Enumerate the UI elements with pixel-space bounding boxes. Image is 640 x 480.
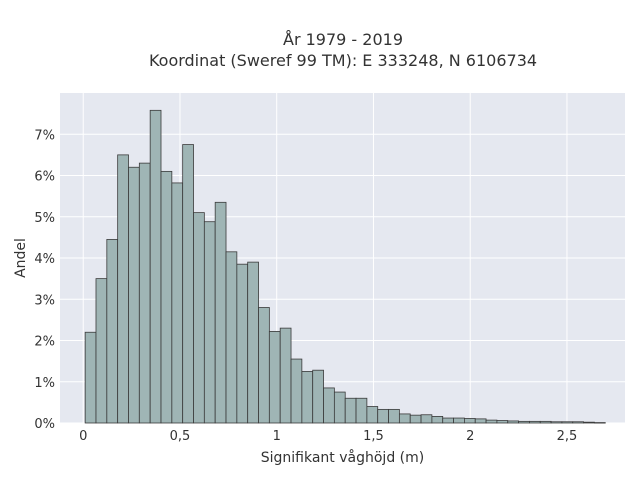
histogram-bar [431, 415, 444, 424]
x-tick-label: 1,5 [363, 429, 384, 444]
y-tick-label: 7% [34, 128, 55, 143]
y-tick-label: 1% [34, 376, 55, 391]
histogram-bar [366, 406, 379, 424]
histogram-bar [149, 109, 162, 424]
histogram-bar [398, 413, 411, 424]
histogram-bar [420, 414, 433, 424]
histogram-bar [442, 417, 454, 424]
histogram-bar [507, 420, 519, 424]
y-tick-label: 3% [34, 293, 55, 308]
histogram-bar [474, 418, 487, 424]
histogram-bar [138, 162, 151, 424]
chart-title-line-2: Koordinat (Sweref 99 TM): E 333248, N 61… [149, 51, 537, 70]
histogram-bar [203, 221, 216, 424]
histogram-bar [572, 421, 584, 424]
histogram-bar [529, 420, 541, 424]
histogram-bar [594, 422, 606, 424]
histogram-bar [464, 418, 476, 424]
histogram-bar [279, 327, 292, 424]
histogram-bar [496, 420, 509, 424]
x-tick-label: 0 [79, 429, 87, 444]
axis-ticks: 0 0,5 1 1,5 2 2,5 0% 1% 2% 3% 4% 5% 6% 7% [34, 128, 577, 444]
x-tick-label: 2,5 [557, 429, 578, 444]
histogram-bar [290, 358, 303, 424]
histogram-bar [453, 417, 465, 424]
histogram-bar [214, 201, 227, 424]
y-tick-label: 2% [34, 335, 55, 350]
x-tick-label: 1 [273, 429, 281, 444]
histogram-bar [377, 408, 389, 424]
y-axis-title: Andel [13, 238, 29, 278]
histogram-bar [388, 408, 400, 424]
y-tick-label: 5% [34, 211, 55, 226]
histogram-bar [171, 182, 184, 424]
histogram-bar [236, 263, 249, 424]
histogram-bar [539, 420, 552, 424]
histogram-bar [247, 261, 259, 424]
histogram-bar [117, 154, 129, 424]
histogram-bar [312, 369, 324, 424]
histogram-bar [550, 421, 563, 424]
x-tick-label: 0,5 [170, 429, 191, 444]
histogram-bar [84, 331, 97, 424]
histogram-bar [258, 307, 270, 424]
chart-title-line-1: År 1979 - 2019 [283, 30, 403, 49]
histogram-bar [225, 251, 238, 424]
histogram-bar [160, 170, 173, 424]
histogram-bar [323, 387, 335, 424]
histogram-bar [409, 414, 422, 424]
histogram-bars [84, 109, 606, 424]
y-tick-label: 0% [34, 417, 55, 432]
histogram-bar [583, 421, 595, 424]
histogram-bar [301, 371, 314, 424]
y-tick-label: 4% [34, 252, 55, 267]
y-tick-label: 6% [34, 170, 55, 185]
histogram-bar [268, 331, 281, 424]
histogram-bar [485, 419, 498, 424]
histogram-bar [355, 397, 368, 424]
histogram-bar [106, 239, 119, 424]
histogram-bar [128, 166, 140, 424]
histogram-bar [344, 397, 357, 424]
histogram-bar [561, 421, 574, 424]
x-axis-title: Signifikant våghöjd (m) [261, 449, 424, 466]
histogram-bar [333, 391, 346, 424]
histogram-bar [182, 144, 194, 424]
histogram-bar [95, 278, 108, 424]
histogram-bar [193, 212, 205, 424]
x-tick-label: 2 [466, 429, 474, 444]
histogram-bar [518, 420, 530, 424]
